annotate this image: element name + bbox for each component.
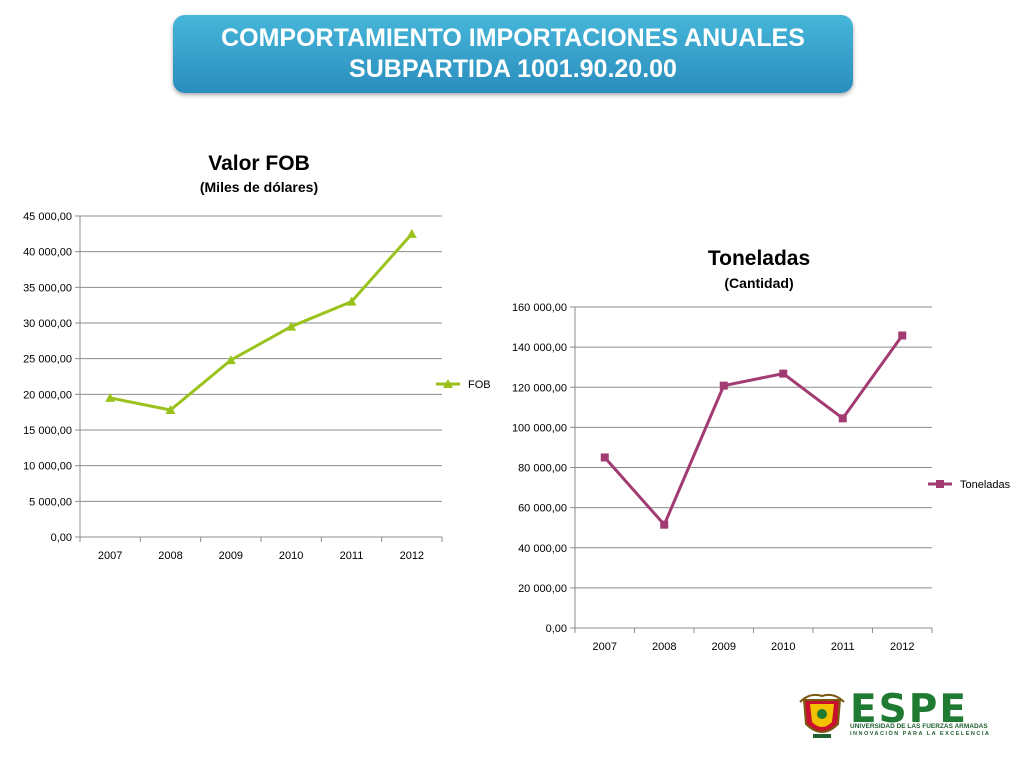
y-tick-label: 140 000,00 (512, 342, 567, 354)
x-tick-label: 2010 (771, 641, 795, 653)
data-point (838, 414, 847, 423)
espe-logo-name: ESPE (850, 687, 968, 732)
y-tick-label: 160 000,00 (512, 302, 567, 314)
data-point (225, 355, 236, 365)
y-tick-label: 25 000,00 (23, 354, 72, 366)
y-tick-label: 30 000,00 (23, 318, 72, 330)
y-tick-label: 0,00 (546, 623, 567, 635)
x-tick-label: 2010 (279, 550, 303, 562)
x-tick-label: 2008 (652, 641, 676, 653)
y-tick-label: 35 000,00 (23, 282, 72, 294)
legend-label: Toneladas (960, 479, 1011, 491)
y-tick-label: 80 000,00 (518, 463, 567, 475)
data-point (286, 321, 297, 331)
x-tick-label: 2012 (890, 641, 914, 653)
x-tick-label: 2009 (712, 641, 736, 653)
x-tick-label: 2012 (400, 550, 424, 562)
y-tick-label: 5 000,00 (29, 496, 72, 508)
series-line (603, 334, 904, 527)
data-point (165, 405, 176, 415)
data-point (898, 331, 907, 340)
chart-valor-fob: Valor FOB (Miles de dólares) 0,00 5 000,00 1… (23, 152, 491, 562)
espe-shield-icon (799, 693, 845, 738)
data-point (779, 369, 788, 378)
header-title-line2: SUBPARTIDA 1001.90.20.00 (349, 55, 677, 83)
chart-title: Valor FOB (208, 152, 310, 175)
data-point (719, 381, 728, 390)
legend-marker (443, 379, 453, 388)
x-tick-label: 2011 (831, 641, 855, 653)
chart-subtitle: (Cantidad) (724, 275, 793, 291)
y-tick-label: 20 000,00 (23, 389, 72, 401)
y-tick-label: 10 000,00 (23, 461, 72, 473)
x-tick-label: 2008 (158, 550, 182, 562)
data-point (346, 296, 357, 306)
chart-subtitle: (Miles de dólares) (200, 179, 318, 195)
y-tick-label: 60 000,00 (518, 503, 567, 515)
espe-logo-subtitle: UNIVERSIDAD DE LAS FUERZAS ARMADAS (850, 723, 988, 730)
data-point (660, 520, 669, 529)
x-tick-label: 2007 (593, 641, 617, 653)
data-point (600, 453, 609, 462)
x-tick-label: 2011 (340, 550, 364, 562)
espe-logo: ESPE UNIVERSIDAD DE LAS FUERZAS ARMADAS … (798, 690, 998, 742)
header-title-line1: COMPORTAMIENTO IMPORTACIONES ANUALES (221, 24, 805, 52)
chart-toneladas: Toneladas (Cantidad) 0,00 20 000,00 40 000,0… (512, 247, 1011, 653)
chart-title: Toneladas (708, 247, 810, 270)
y-tick-label: 120 000,00 (512, 382, 567, 394)
legend-marker (936, 480, 944, 488)
data-point (105, 392, 116, 402)
x-tick-label: 2007 (98, 550, 122, 562)
y-tick-label: 15 000,00 (23, 425, 72, 437)
y-tick-label: 0,00 (51, 532, 72, 544)
y-tick-label: 40 000,00 (23, 247, 72, 259)
x-tick-label: 2009 (219, 550, 243, 562)
y-tick-label: 20 000,00 (518, 583, 567, 595)
y-tick-label: 45 000,00 (23, 211, 72, 223)
data-point (406, 228, 417, 238)
header-banner: COMPORTAMIENTO IMPORTACIONES ANUALES SUB… (173, 15, 853, 93)
y-tick-label: 40 000,00 (518, 543, 567, 555)
y-tick-label: 100 000,00 (512, 422, 567, 434)
espe-logo-tagline: INNOVACIÓN PARA LA EXCELENCIA (850, 731, 991, 737)
series-line (109, 232, 413, 412)
legend-label: FOB (468, 379, 491, 391)
